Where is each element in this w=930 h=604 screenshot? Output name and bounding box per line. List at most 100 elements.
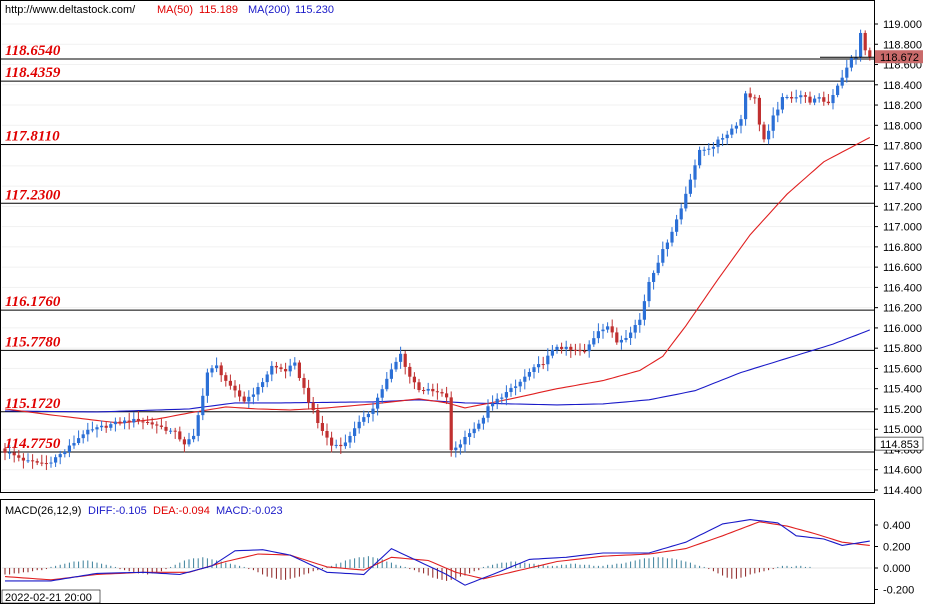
candle-body [371, 408, 375, 414]
candle-body [330, 437, 334, 446]
candle-body [109, 424, 113, 428]
macd-dea-label: DEA:-0.094 [153, 505, 210, 517]
ma50-label: MA(50) [157, 4, 193, 16]
candle-body [173, 430, 177, 432]
candle-body [587, 344, 591, 352]
level-label: 115.1720 [5, 396, 61, 412]
macd-y-tick-label: 0.000 [883, 563, 911, 575]
level-label: 117.8110 [5, 128, 60, 144]
candle-body [721, 138, 725, 140]
candle-body [831, 95, 835, 104]
macd-value-label: MACD:-0.023 [216, 505, 283, 517]
candle-body [523, 376, 527, 382]
candle-body [757, 97, 761, 125]
ma50-value: 115.189 [199, 4, 238, 16]
candle-body [468, 433, 472, 437]
candle-body [546, 355, 550, 365]
candle-body [730, 128, 734, 135]
candle-body [150, 422, 154, 425]
candle-body [578, 349, 582, 352]
y-tick-label: 114.600 [883, 465, 922, 477]
y-tick-label: 116.000 [883, 323, 922, 335]
candle-body [771, 115, 775, 131]
candle-body [445, 393, 449, 398]
candle-body [320, 423, 324, 431]
ma50-line [4, 137, 871, 424]
y-tick-label: 116.800 [883, 242, 922, 254]
candle-body [481, 417, 485, 424]
candle-body [201, 395, 205, 416]
marker-price-box [874, 436, 924, 451]
candle-body [803, 95, 807, 97]
y-tick-label: 118.800 [883, 39, 922, 51]
candle-body [385, 378, 389, 390]
candle-body [238, 390, 242, 397]
candle-body [422, 390, 426, 392]
candle-body [767, 130, 771, 140]
candle-body [518, 381, 522, 387]
candle-body [44, 463, 48, 465]
candle-body [348, 435, 352, 443]
y-tick-label: 117.000 [883, 222, 922, 234]
gridlines [2, 23, 872, 491]
candle-body [274, 365, 278, 368]
candle-body [665, 242, 669, 250]
candle-body [12, 452, 16, 456]
candle-body [537, 364, 541, 368]
candle-body [100, 425, 104, 428]
y-tick-label: 115.600 [883, 363, 922, 375]
candle-body [35, 461, 39, 463]
candle-body [583, 351, 587, 353]
candle-body [297, 362, 301, 378]
candle-body [794, 97, 798, 99]
y-tick-label: 115.200 [883, 404, 922, 416]
candle-body [675, 219, 679, 232]
timestamp-box [1, 589, 101, 604]
candle-body [472, 428, 476, 434]
candle-body [215, 365, 219, 369]
candle-body [58, 454, 62, 458]
candle-body [389, 369, 393, 379]
candle-body [54, 457, 58, 463]
candle-body [463, 436, 467, 445]
macd-y-tick-label: -0.200 [883, 585, 914, 597]
candle-body [343, 442, 347, 447]
candle-body [845, 67, 849, 78]
candle-body [564, 346, 568, 349]
candle-body [224, 375, 228, 381]
candle-body [104, 425, 108, 428]
candlesticks [3, 29, 872, 471]
candle-body [307, 387, 311, 403]
candle-body [353, 428, 357, 436]
ma200-label: MA(200) [248, 4, 290, 16]
candle-body [790, 97, 794, 99]
candle-body [169, 430, 173, 432]
candle-body [256, 387, 260, 395]
y-tick-label: 117.800 [883, 141, 922, 153]
candle-body [509, 387, 513, 393]
candle-body [454, 447, 458, 451]
candle-body [440, 392, 444, 394]
candle-body [403, 353, 407, 367]
candle-body [219, 365, 223, 376]
candle-body [72, 443, 76, 446]
candle-body [596, 331, 600, 339]
candle-body [26, 460, 30, 462]
candle-body [251, 394, 255, 397]
candle-body [776, 109, 780, 116]
candle-body [63, 451, 67, 455]
candle-body [555, 346, 559, 350]
candle-body [500, 397, 504, 399]
macd-y-tick-label: 0.200 [883, 542, 911, 554]
y-tick-label: 118.200 [883, 100, 922, 112]
candle-body [17, 455, 21, 458]
candle-body [785, 97, 789, 99]
candle-body [541, 364, 545, 366]
y-tick-label: 115.800 [883, 343, 922, 355]
candle-body [412, 376, 416, 383]
y-tick-label: 116.600 [883, 262, 922, 274]
y-tick-label: 117.400 [883, 181, 922, 193]
candle-body [739, 119, 743, 126]
candle-body [780, 97, 784, 110]
level-label: 115.7780 [5, 334, 61, 350]
